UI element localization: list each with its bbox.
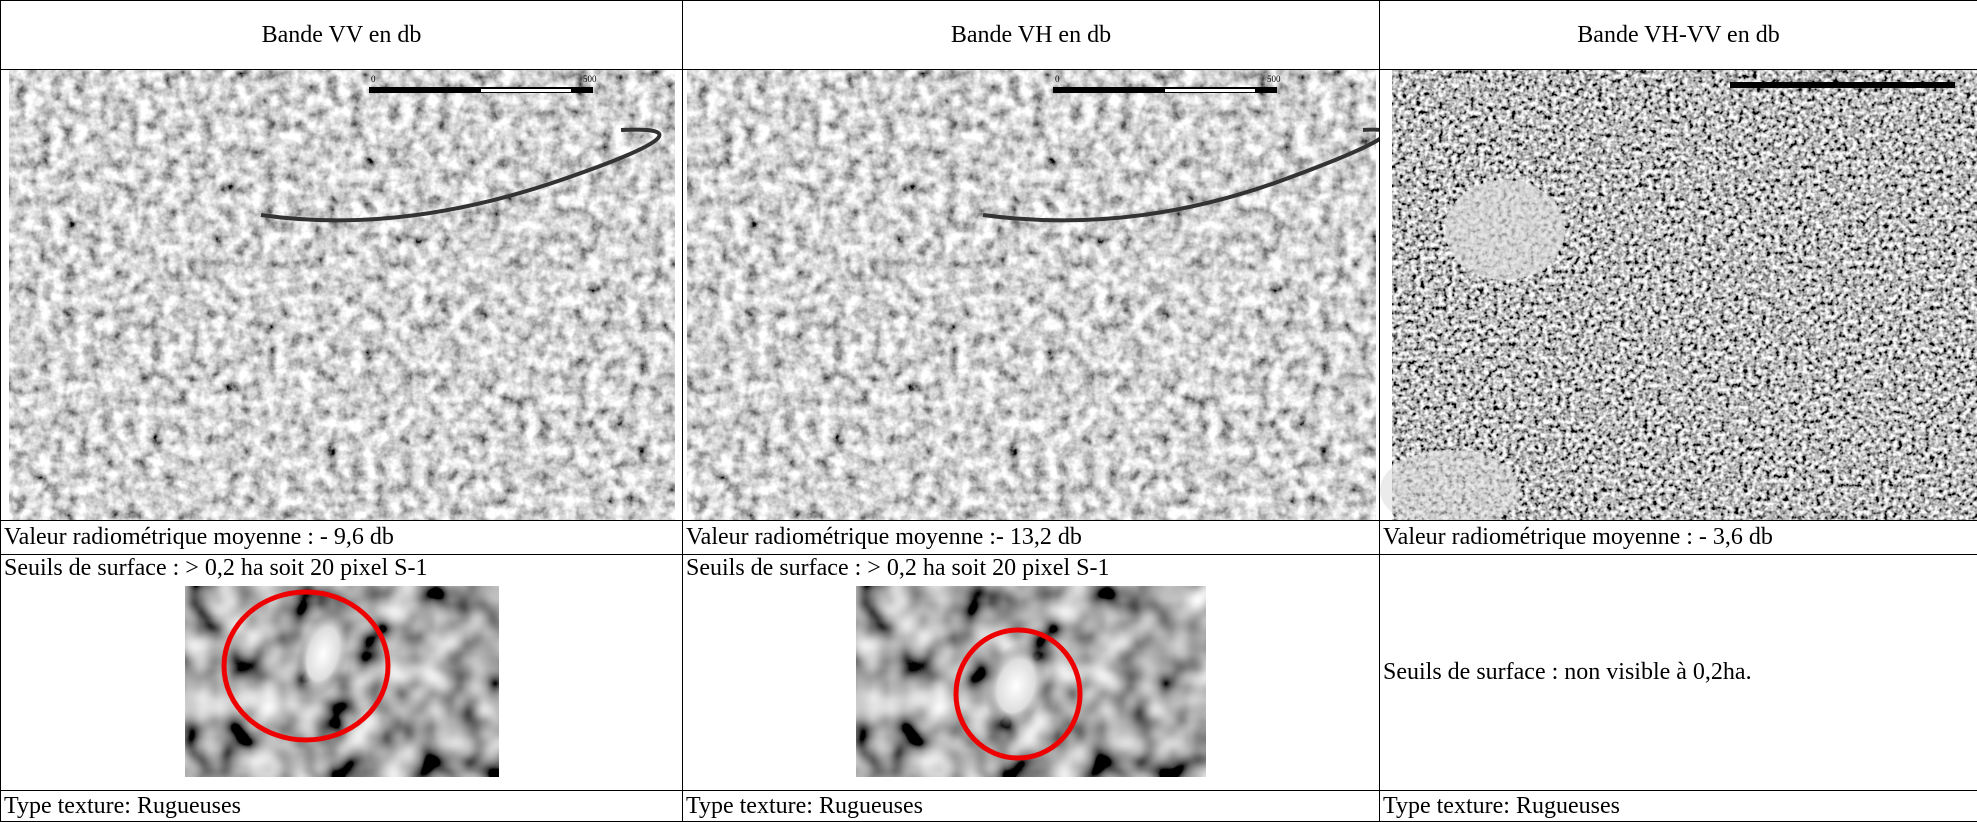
image-cell bbox=[1380, 70, 1977, 521]
scale-label: 500 bbox=[1267, 74, 1281, 84]
texture-row: Type texture: Rugueuses Type texture: Ru… bbox=[1, 791, 1977, 822]
value-cell: Valeur radiométrique moyenne : - 9,6 db bbox=[1, 521, 683, 555]
scale-label: 0 bbox=[371, 74, 376, 84]
texture-cell: Type texture: Rugueuses bbox=[1380, 791, 1977, 822]
header-cell: Bande VH en db bbox=[683, 1, 1380, 70]
surface-cell: Seuils de surface : > 0,2 ha soit 20 pix… bbox=[683, 555, 1380, 791]
image-cell: 0 500 bbox=[1, 70, 683, 521]
thumb-wrap bbox=[686, 586, 1376, 777]
header-row: Bande VV en db Bande VH en db Bande VH-V… bbox=[1, 1, 1977, 70]
thumb-wrap bbox=[4, 586, 679, 777]
scale-label: 0 bbox=[1055, 74, 1060, 84]
surface-text: Seuils de surface : non visible à 0,2ha. bbox=[1383, 555, 1974, 790]
radar-image-vhvv bbox=[1380, 70, 1977, 520]
texture-cell: Type texture: Rugueuses bbox=[683, 791, 1380, 822]
surface-cell: Seuils de surface : > 0,2 ha soit 20 pix… bbox=[1, 555, 683, 791]
surface-row: Seuils de surface : > 0,2 ha soit 20 pix… bbox=[1, 555, 1977, 791]
surface-text: Seuils de surface : > 0,2 ha soit 20 pix… bbox=[4, 555, 679, 582]
surface-cell: Seuils de surface : non visible à 0,2ha. bbox=[1380, 555, 1977, 791]
radar-image-vv: 0 500 bbox=[1, 70, 683, 520]
value-cell: Valeur radiométrique moyenne :- 13,2 db bbox=[683, 521, 1380, 555]
scale-label: 500 bbox=[583, 74, 597, 84]
image-cell: 0 500 bbox=[683, 70, 1380, 521]
header-cell: Bande VV en db bbox=[1, 1, 683, 70]
value-row: Valeur radiométrique moyenne : - 9,6 db … bbox=[1, 521, 1977, 555]
surface-text: Seuils de surface : > 0,2 ha soit 20 pix… bbox=[686, 555, 1376, 582]
thumbnail-vh bbox=[856, 586, 1206, 777]
value-cell: Valeur radiométrique moyenne : - 3,6 db bbox=[1380, 521, 1977, 555]
thumbnail-vv bbox=[185, 586, 499, 777]
texture-cell: Type texture: Rugueuses bbox=[1, 791, 683, 822]
radar-image-vh: 0 500 bbox=[683, 70, 1380, 520]
image-row: 0 500 0 500 bbox=[1, 70, 1977, 521]
header-cell: Bande VH-VV en db bbox=[1380, 1, 1977, 70]
